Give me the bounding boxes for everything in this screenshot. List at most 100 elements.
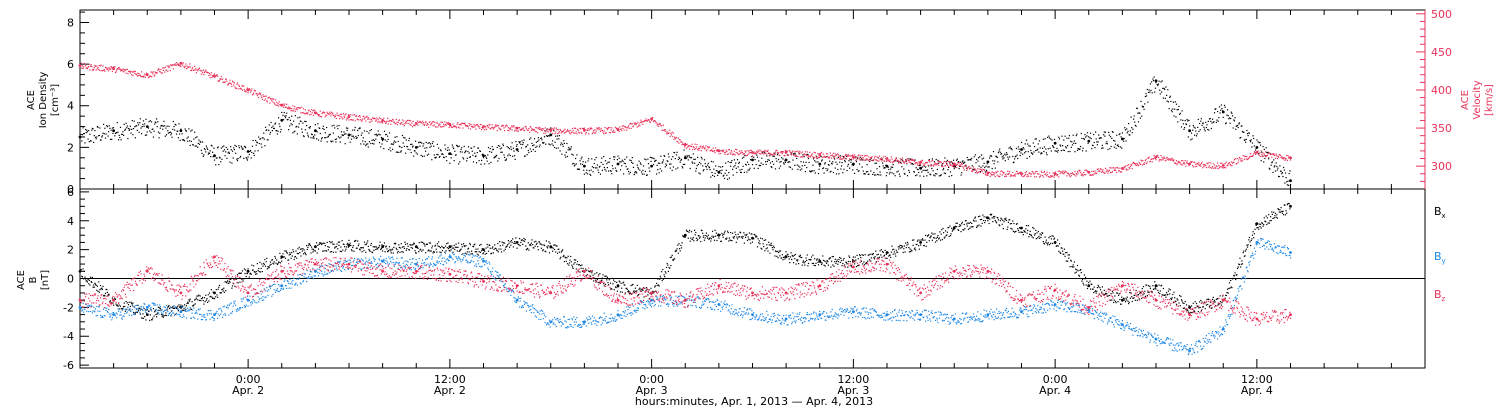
velocity-series-point [381,119,384,122]
bx-series-point [784,255,788,259]
bz-series-point [683,298,687,302]
x-tick-label: 0:00 [236,373,261,386]
x-tick-label: 12:00 [1241,373,1273,386]
by-series-point [986,313,990,316]
bz-series-point [1053,288,1057,292]
bfield-tick-label: -6 [63,359,74,372]
bx-series-point [515,241,519,244]
by-series-point [1053,303,1057,306]
velocity-series-point [885,157,889,160]
density-series-point [986,160,990,164]
by-series-point [852,310,855,314]
bx-series-point [314,245,317,249]
bx-series-point [246,269,250,273]
density-series-point [78,135,82,139]
velocity-tick-label: 400 [1431,84,1452,97]
density-series-point [145,125,149,128]
by-series-point [1255,241,1259,244]
bz-series-point [919,291,922,295]
density-series-point [482,154,485,158]
bz-series-point [246,291,250,295]
density-series [78,76,1292,186]
velocity-series-point [246,88,250,92]
bfield-tick-label: 6 [67,186,74,199]
density-series-point [1121,137,1124,141]
bfield-tick-label: -2 [63,301,74,314]
bz-series-point [1289,313,1292,316]
x-tick-date-label: Apr. 4 [1241,384,1273,397]
bx-series-point [213,291,216,295]
by-series-point [145,306,149,309]
density-series-point [515,148,519,151]
density-axis-unit: [cm⁻³] [50,84,61,116]
density-series-point [784,158,788,162]
density-tick-label: 2 [67,141,74,154]
bz-series-point [314,262,317,266]
density-series-point [414,146,418,149]
velocity-tick-label: 450 [1431,46,1452,59]
velocity-series-point [919,160,922,164]
velocity-series-point [112,67,115,71]
x-tick-label: 12:00 [434,373,466,386]
bz-series-point [414,269,418,273]
velocity-series-point [683,143,687,147]
density-series-point [616,162,620,166]
velocity-series-point [1221,164,1225,167]
by-series [78,237,1292,356]
bz-series-point [751,291,754,295]
density-series-point [314,129,317,133]
density-series-point [1289,179,1292,183]
bfield-tick-label: 4 [67,215,74,228]
velocity-series-point [616,128,620,132]
density-velocity-panel-frame [79,9,1426,190]
bx-series-point [1121,298,1124,302]
velocity-axis-title-line2: Velocity [1472,80,1483,119]
by-series-point [919,313,922,316]
density-series-point [717,170,721,174]
legend-item: Bx [1434,205,1446,220]
density-series-point [1020,148,1023,151]
density-series-point [1154,79,1158,83]
density-tick-label: 8 [67,16,74,29]
x-tick-date-label: Apr. 3 [636,384,668,397]
density-series-point [347,133,351,137]
density-axis-title-line2: Ion Density [38,72,49,129]
velocity-series-point [1154,155,1158,159]
x-tick-label: 12:00 [838,373,870,386]
legend: Bx By Bz [1434,205,1446,303]
by-series-point [179,310,183,314]
bfield-tick-label: -4 [63,330,74,343]
by-series-point [616,313,620,316]
bz-series-point [784,291,788,295]
velocity-series-point [583,128,586,132]
velocity-series-point [482,125,485,128]
velocity-series [78,61,1292,178]
velocity-series-point [1289,156,1292,160]
velocity-series-point [852,155,855,159]
legend-item: By [1434,250,1446,265]
bfield-axis-title-line1: ACE [16,270,27,290]
velocity-series-point [448,122,452,126]
density-series-point [818,162,822,166]
density-series-point [650,164,653,168]
density-series-point [549,133,553,137]
velocity-tick-label: 300 [1431,160,1452,173]
x-tick-date-label: Apr. 2 [434,384,466,397]
bx-series-point [1053,241,1057,244]
velocity-tick-label: 500 [1431,8,1452,21]
x-tick-label: 0:00 [1043,373,1068,386]
by-series-point [549,320,553,324]
by-series-point [1221,327,1225,331]
bz-series-point [78,298,82,302]
by-series-point [1188,349,1191,353]
bx-series-point [1289,204,1292,208]
bz-series [78,255,1292,326]
density-series-point [179,129,183,133]
x-tick-date-label: Apr. 3 [837,384,869,397]
density-series-point [280,118,284,122]
density-series-point [1188,129,1191,133]
bx-series-point [986,216,990,220]
velocity-axis-unit: [km/s] [1484,84,1495,116]
bz-series-point [952,269,956,273]
